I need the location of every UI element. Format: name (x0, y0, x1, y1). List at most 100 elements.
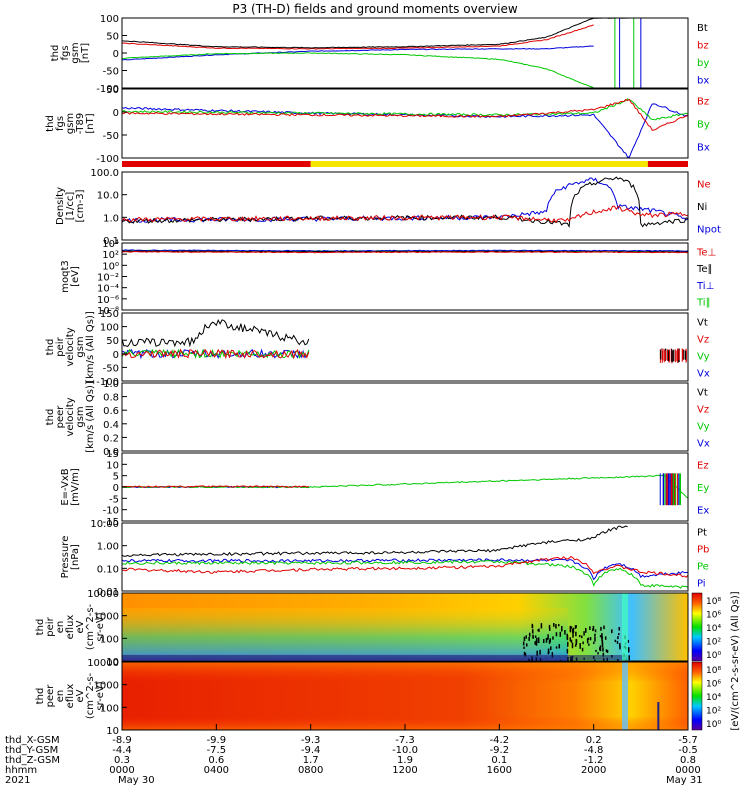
x-row-value: -4.4 (112, 745, 132, 756)
y-axis-label: -T89 (75, 113, 86, 135)
y-axis-label: eflux (65, 615, 76, 640)
y-tick-label: 10.00 (90, 519, 119, 530)
series-Npot (121, 177, 689, 224)
spectrogram-peir-noise (617, 636, 619, 640)
y-tick-label: 100 (100, 14, 119, 25)
series-Vt (121, 318, 310, 348)
y-tick-label: -10 (103, 506, 119, 517)
spectrogram-peir-noise (601, 635, 603, 642)
y-tick-label: 10 (106, 726, 119, 737)
series-By (121, 98, 689, 121)
colorbar-tick: 10⁰ (706, 720, 721, 730)
series-by (121, 52, 594, 89)
y-axis-label: Density (55, 187, 66, 225)
spectrogram-peir-noise (548, 627, 551, 631)
y-axis-label: thd (50, 45, 61, 62)
legend-Bx: Bx (697, 143, 710, 154)
x-row-value: 0.6 (208, 755, 224, 766)
spectrogram-peir-noise (523, 646, 525, 649)
y-axis-label: [km/s (All Qs)] (85, 381, 96, 453)
y-tick-label: 1.0 (103, 379, 119, 390)
series-Vz (121, 348, 310, 360)
quality-bar-red (122, 161, 311, 167)
y-tick-label: 0 (113, 483, 119, 494)
spectrogram-peir-noise (575, 631, 577, 637)
panel-frame-fgs_dlbg (121, 88, 689, 159)
y-tick-label: 0.10 (97, 564, 119, 575)
y-tick-label: 50 (106, 32, 119, 43)
y-axis-label: [nT] (80, 43, 91, 63)
y-axis-label: en (55, 621, 66, 634)
spectrogram-peir-noise (553, 623, 555, 627)
x-row-value: -9.3 (301, 735, 321, 746)
y-tick-label: 10⁰ (102, 261, 119, 272)
spectrogram-peir-noise (614, 639, 617, 643)
legend-bx: bx (697, 75, 709, 86)
y-tick-label: 150 (100, 309, 119, 320)
series-Te⊥ (121, 250, 688, 254)
y-tick-label: 1000 (94, 612, 119, 623)
spectrogram-peer-gap (657, 702, 660, 730)
spectrogram-peir-noise (546, 637, 549, 640)
colorbar-tick: 10² (706, 638, 721, 648)
y-tick-label: -100 (96, 377, 119, 388)
series-Vy (121, 348, 310, 359)
y-tick-label: 5 (113, 472, 119, 483)
y-axis-label: [mV/m] (70, 468, 81, 506)
spectrogram-peir-noise (559, 631, 562, 637)
spectrogram-peir-low (122, 608, 568, 661)
date-end: May 31 (666, 775, 703, 786)
legend-Ey: Ey (697, 483, 709, 494)
spectrogram-peir-noise (525, 635, 527, 639)
spectrogram-peir-noise (581, 647, 584, 652)
spectrogram-peir-noise (528, 637, 530, 641)
y-tick-label: -50 (103, 67, 119, 78)
y-tick-label: 0.8 (103, 393, 119, 404)
series-Ey (121, 474, 689, 499)
spectrogram-peir-noise (579, 643, 581, 649)
series-Pe (121, 559, 689, 589)
y-tick-label: -50 (103, 131, 119, 142)
quality-bar-yellow (310, 161, 648, 167)
legend-Vz: Vz (697, 405, 709, 416)
y-tick-label: 100 (100, 634, 119, 645)
spectrogram-peir-noise (523, 651, 526, 656)
spectrogram-peir-noise (548, 624, 551, 629)
y-tick-label: 50 (106, 336, 119, 347)
y-tick-label: 10⁻² (97, 273, 119, 284)
y-axis-label: thd (45, 115, 56, 132)
y-axis-label: (cm^2-s- (85, 672, 96, 719)
series-Pb (121, 555, 689, 578)
legend-Ni: Ni (697, 202, 707, 213)
x-row-value: -0.5 (678, 745, 698, 756)
spectrogram-peir-noise (569, 637, 572, 642)
legend-Pb: Pb (697, 545, 709, 556)
y-tick-label: 0.4 (103, 420, 119, 431)
spectrogram-peir-noise (531, 625, 534, 629)
spectrogram-peir-noise (547, 648, 550, 652)
colorbar-1 (691, 661, 703, 731)
y-tick-label: -50 (103, 363, 119, 374)
spectrogram-peir-noise (564, 629, 566, 635)
spectrogram-peir-noise (561, 625, 563, 632)
spectrogram-peir-noise (603, 625, 605, 630)
y-tick-label: 10.0 (97, 191, 119, 202)
y-tick-label: 0 (113, 49, 119, 60)
y-tick-label: 100.0 (90, 168, 119, 179)
y-axis-label: peir (45, 616, 56, 636)
spectrogram-peir-noise (582, 641, 584, 645)
panel-frame-peir_spec (121, 592, 689, 662)
y-axis-label: gsm (75, 336, 86, 357)
spectrogram-peir-noise (599, 635, 602, 638)
legend-Ti∥: Ti∥ (696, 298, 711, 309)
y-axis-label: E=-VxB (60, 468, 71, 505)
series-Ni (121, 176, 689, 229)
y-axis-label: velocity (65, 397, 76, 436)
x-row-value: -4.8 (584, 745, 604, 756)
spectrogram-peir-noise (523, 636, 526, 642)
spectrogram-peir-noise (599, 645, 602, 652)
spectrogram-peir-noise (619, 645, 621, 650)
spectrogram-peir-noise (574, 644, 577, 647)
y-axis-label: [nPa] (70, 544, 81, 570)
